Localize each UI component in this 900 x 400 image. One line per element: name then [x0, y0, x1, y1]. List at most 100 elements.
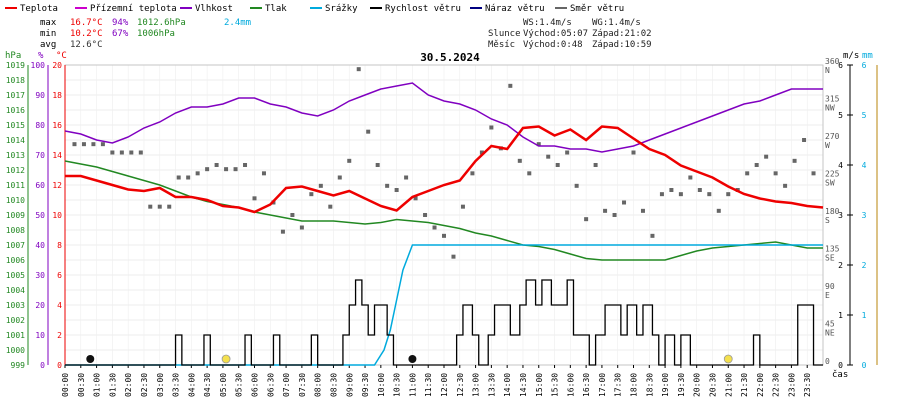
- axis-tick-label: 3: [862, 211, 867, 220]
- x-tick-label: 17:30: [614, 373, 623, 397]
- axis-tick-label: 70: [35, 151, 45, 160]
- wind-dir-point: [376, 163, 380, 167]
- axis-tick-label: 4: [838, 161, 843, 170]
- axis-tick-label: 0: [40, 361, 45, 370]
- x-tick-label: 15:00: [535, 373, 544, 397]
- stats-max-press: 1012.6hPa: [137, 18, 186, 28]
- wind-dir-point: [717, 209, 721, 213]
- x-tick-label: 01:30: [108, 373, 117, 397]
- wind-dir-point: [565, 151, 569, 155]
- dir-tick-label: 90: [825, 282, 835, 291]
- info-moon-label: Měsíc: [488, 40, 515, 50]
- axis-tick-label: 1018: [6, 76, 25, 85]
- stats-avg-temp: 12.6°C: [70, 40, 103, 50]
- dir-compass-label: SE: [825, 254, 835, 263]
- wind-dir-point: [508, 84, 512, 88]
- wind-dir-point: [110, 151, 114, 155]
- dir-compass-label: N: [825, 66, 830, 75]
- x-tick-label: 22:00: [756, 373, 765, 397]
- dir-tick-label: 270: [825, 132, 840, 141]
- wind-dir-point: [556, 163, 560, 167]
- x-tick-label: 10:30: [393, 373, 402, 397]
- x-tick-label: 20:30: [708, 373, 717, 397]
- axis-tick-label: 100: [31, 61, 46, 70]
- chart-title: 30.5.2024: [420, 51, 480, 64]
- dir-compass-label: E: [825, 291, 830, 300]
- wind-dir-point: [328, 205, 332, 209]
- sun-marker: [222, 355, 230, 363]
- wind-dir-point: [338, 176, 342, 180]
- axis-tick-label: 1016: [6, 106, 25, 115]
- axis-tick-label: 18: [52, 91, 62, 100]
- axis-tick-label: 3: [838, 211, 843, 220]
- moon-marker: [408, 355, 416, 363]
- x-tick-label: 16:30: [582, 373, 591, 397]
- x-tick-label: 02:00: [124, 373, 133, 397]
- x-tick-label: 19:00: [661, 373, 670, 397]
- wind-dir-point: [650, 234, 654, 238]
- wind-dir-point: [774, 171, 778, 175]
- axis-unit: mm: [862, 51, 873, 61]
- axis-tick-label: 6: [838, 61, 843, 70]
- wind-dir-point: [234, 167, 238, 171]
- wind-dir-point: [470, 171, 474, 175]
- wind-dir-point: [91, 142, 95, 146]
- legend-label: Vlhkost: [195, 4, 233, 14]
- wind-dir-point: [518, 159, 522, 163]
- stats-min-label: min: [40, 29, 56, 39]
- wind-dir-point: [262, 171, 266, 175]
- x-tick-label: 14:00: [503, 373, 512, 397]
- x-tick-label: 11:00: [408, 373, 417, 397]
- x-tick-label: 19:30: [677, 373, 686, 397]
- axis-tick-label: 80: [35, 121, 45, 130]
- x-tick-label: 22:30: [772, 373, 781, 397]
- x-tick-label: 14:30: [519, 373, 528, 397]
- sun-marker: [724, 355, 732, 363]
- wind-dir-point: [793, 159, 797, 163]
- x-tick-label: 07:30: [298, 373, 307, 397]
- wind-dir-point: [688, 176, 692, 180]
- wind-dir-point: [584, 217, 588, 221]
- axis-tick-label: 1014: [6, 136, 25, 145]
- x-tick-label: 07:00: [282, 373, 291, 397]
- axis-tick-label: 1017: [6, 91, 25, 100]
- wind-dir-point: [177, 176, 181, 180]
- axis-tick-label: 1013: [6, 151, 25, 160]
- weather-chart: Teplota Přízemní teplota Vlhkost Tlak Srážky…: [0, 0, 900, 400]
- moon-marker: [86, 355, 94, 363]
- wind-dir-point: [603, 209, 607, 213]
- axis-tick-label: 0: [862, 361, 867, 370]
- wind-dir-point: [489, 126, 493, 130]
- info-ws: WS:1.4m/s: [523, 18, 572, 28]
- axis-tick-label: 6: [57, 271, 62, 280]
- info-wg: WG:1.4m/s: [592, 18, 641, 28]
- axis-tick-label: 1000: [6, 346, 25, 355]
- axis-tick-label: 4: [57, 301, 62, 310]
- axis-tick-label: 1: [862, 311, 867, 320]
- stats-min-press: 1006hPa: [137, 29, 175, 39]
- axis-tick-label: 10: [52, 211, 62, 220]
- axis-tick-label: 2: [862, 261, 867, 270]
- wind-dir-point: [442, 234, 446, 238]
- x-tick-label: 18:00: [630, 373, 639, 397]
- axis-unit: °C: [56, 51, 67, 61]
- axis-tick-label: 1010: [6, 196, 25, 205]
- wind-dir-point: [461, 205, 465, 209]
- axis-tick-label: 4: [862, 161, 867, 170]
- info-sun-label: Slunce: [488, 29, 521, 39]
- x-tick-label: 05:00: [219, 373, 228, 397]
- legend-label: Směr větru: [570, 4, 624, 14]
- wind-dir-point: [82, 142, 86, 146]
- legend-label: Teplota: [20, 4, 58, 14]
- x-axis-label: čas: [832, 369, 848, 380]
- x-tick-label: 08:00: [314, 373, 323, 397]
- dir-tick-label: 315: [825, 95, 840, 104]
- axis-tick-label: 90: [35, 91, 45, 100]
- axis-tick-label: 0: [838, 361, 843, 370]
- wind-dir-point: [755, 163, 759, 167]
- legend-label: Tlak: [265, 4, 287, 14]
- wind-dir-point: [698, 188, 702, 192]
- x-tick-label: 03:00: [156, 373, 165, 397]
- wind-dir-point: [347, 159, 351, 163]
- wind-dir-point: [594, 163, 598, 167]
